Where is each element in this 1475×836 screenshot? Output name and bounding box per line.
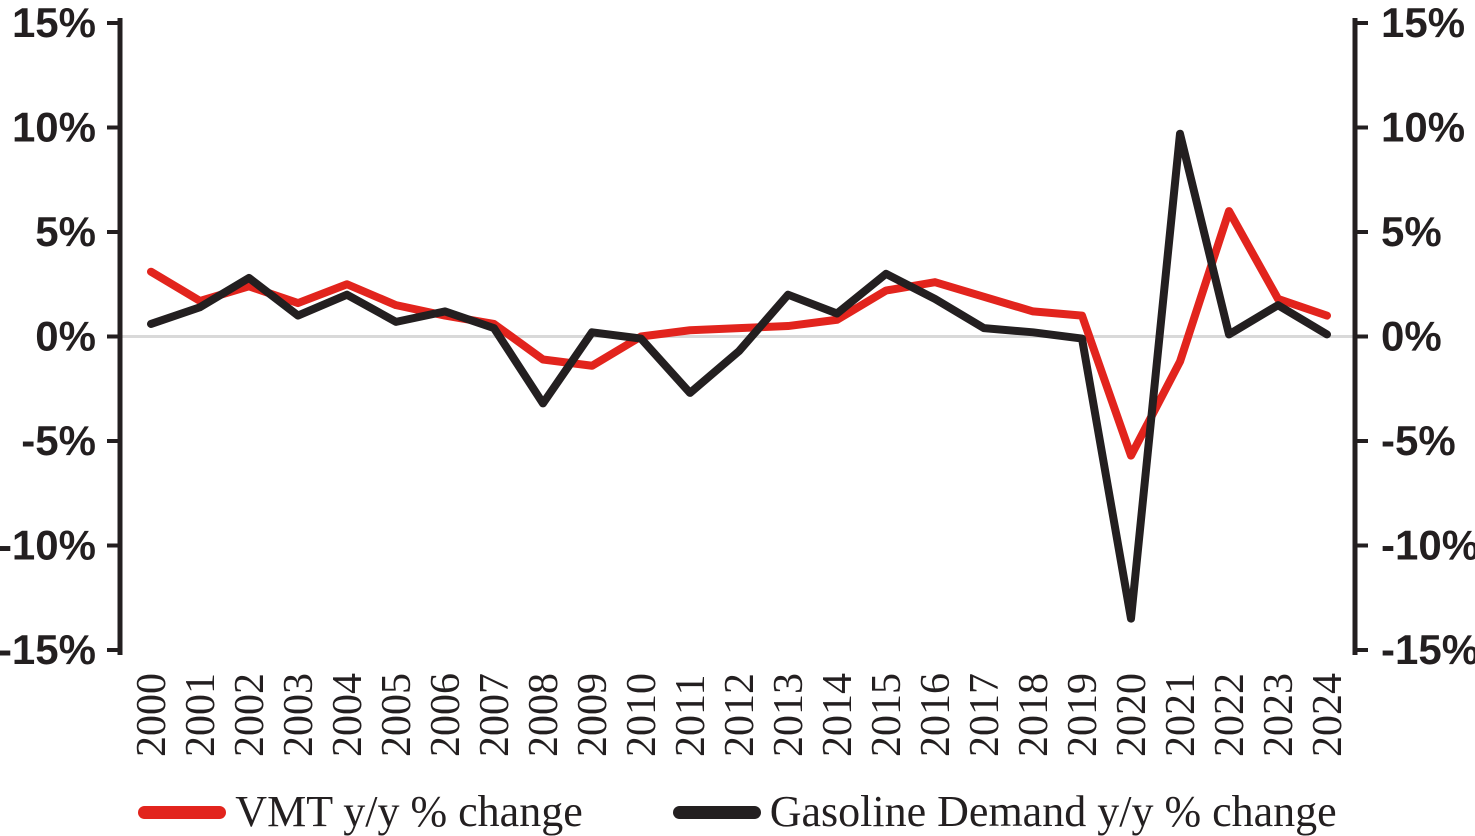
gasoline-line: [147, 129, 1331, 623]
y-tick-label-left: -5%: [21, 417, 96, 464]
x-tick-label: 2014: [815, 673, 861, 757]
x-tick-label: 2021: [1158, 673, 1204, 757]
x-tick-label: 2012: [717, 673, 763, 757]
x-tick-label: 2024: [1305, 673, 1351, 757]
x-tick-label: 2017: [962, 673, 1008, 757]
x-tick-label: 2016: [913, 673, 959, 757]
x-tick-label: 2022: [1207, 673, 1253, 757]
legend-item-gasoline: Gasoline Demand y/y % change: [672, 787, 1337, 836]
y-tick-label-right: -10%: [1381, 522, 1475, 569]
y-tick-label-left: 15%: [12, 0, 96, 46]
legend: VMT y/y % change Gasoline Demand y/y % c…: [0, 788, 1475, 836]
y-tick-label-left: -15%: [0, 626, 96, 673]
vmt-line: [147, 207, 1331, 460]
x-tick-label: 2001: [178, 673, 224, 757]
legend-label-gasoline: Gasoline Demand y/y % change: [769, 787, 1337, 836]
y-tick-label-left: 0%: [35, 313, 96, 360]
x-tick-label: 2019: [1060, 673, 1106, 757]
x-tick-label: 2004: [325, 673, 371, 757]
y-tick-label-right: 0%: [1381, 313, 1442, 360]
y-tick-label-right: 10%: [1381, 104, 1465, 151]
x-tick-label: 2003: [276, 673, 322, 757]
legend-label-vmt: VMT y/y % change: [235, 787, 583, 836]
x-tick-label: 2015: [864, 673, 910, 757]
legend-swatch-vmt-line: [138, 805, 227, 819]
y-tick-label-left: 10%: [12, 104, 96, 151]
y-tick-label-left: -10%: [0, 522, 96, 569]
legend-swatch-gasoline-line: [672, 805, 761, 819]
x-tick-label: 2005: [374, 673, 420, 757]
x-tick-label: 2007: [472, 673, 518, 757]
x-tick-label: 2010: [619, 673, 665, 757]
x-tick-label: 2023: [1256, 673, 1302, 757]
x-tick-label: 2002: [227, 673, 273, 757]
x-tick-label: 2009: [570, 673, 616, 757]
x-tick-label: 2013: [766, 673, 812, 757]
y-tick-label-right: 15%: [1381, 0, 1465, 46]
x-tick-label: 2018: [1011, 673, 1057, 757]
y-tick-label-right: -15%: [1381, 626, 1475, 673]
x-tick-label: 2020: [1109, 673, 1155, 757]
y-tick-label-left: 5%: [35, 208, 96, 255]
x-tick-label: 2006: [423, 673, 469, 757]
legend-item-vmt: VMT y/y % change: [138, 787, 583, 836]
x-tick-label: 2011: [668, 675, 714, 757]
x-tick-label: 2008: [521, 673, 567, 757]
y-tick-label-right: 5%: [1381, 208, 1442, 255]
y-tick-label-right: -5%: [1381, 417, 1456, 464]
x-tick-label: 2000: [129, 673, 175, 757]
